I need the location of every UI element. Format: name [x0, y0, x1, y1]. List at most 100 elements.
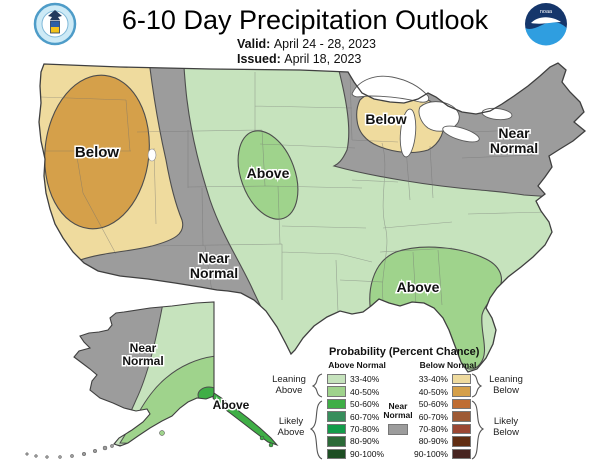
issued-value: April 18, 2023 — [284, 51, 362, 66]
swatch-above-90-100 — [327, 448, 346, 460]
lake-michigan — [399, 108, 417, 158]
label-near-normal-ne-1: Near — [498, 125, 530, 141]
legend-leaning-above: Leaning Above — [266, 374, 312, 396]
issued-line: Issued: April 18, 2023 — [237, 52, 376, 67]
legend-below-row: 90-100% — [407, 448, 471, 460]
legend-above-row: 33-40% — [327, 373, 384, 385]
likely-above-line2: Above — [277, 426, 305, 438]
valid-issued-block: Valid: April 24 - 28, 2023 Issued: April… — [237, 37, 376, 66]
brace-leaning-below — [471, 373, 483, 398]
range-label: 90-100% — [350, 448, 385, 459]
leaning-above-line2: Above — [275, 384, 303, 396]
swatch-above-80-90 — [327, 436, 346, 447]
swatch-below-40-50 — [452, 386, 471, 397]
legend-above-row: 60-70% — [327, 410, 384, 422]
noaa-logo-text: noaa — [540, 9, 553, 15]
legend-above-row: 70-80% — [327, 423, 384, 435]
lake-erie — [442, 125, 480, 143]
swatch-below-50-60 — [452, 398, 471, 410]
leaning-below-line1: Leaning — [489, 374, 523, 385]
state-borders — [40, 72, 549, 313]
swatch-below-90-100 — [452, 448, 471, 460]
noaa-logo: noaa — [525, 3, 567, 46]
legend-near-normal: Near Normal — [379, 402, 417, 435]
swatch-above-70-80 — [327, 423, 346, 435]
label-below-west: Below — [75, 144, 120, 161]
brace-leaning-above — [311, 373, 323, 398]
legend-above-row: 80-90% — [327, 435, 384, 447]
nws-logo — [33, 2, 77, 46]
range-label: 50-60% — [418, 399, 448, 410]
legend-below-row: 40-50% — [407, 385, 471, 397]
kodiak-island — [159, 430, 165, 436]
label-above-southeast: Above — [397, 279, 440, 295]
aleutian-islands — [25, 444, 114, 459]
swatch-below-33-40 — [452, 373, 471, 385]
legend-below-header: Below Normal — [419, 360, 477, 370]
legend-likely-below: Likely Below — [483, 416, 529, 438]
swatch-above-50-60 — [327, 398, 346, 410]
swatch-above-60-70 — [327, 411, 346, 422]
label-near-normal-sw-2: Normal — [190, 265, 238, 281]
legend-below-row: 60-70% — [407, 410, 471, 422]
legend-below-row: 33-40% — [407, 373, 471, 385]
legend-below-row: 80-90% — [407, 435, 471, 447]
range-label: 60-70% — [350, 411, 380, 422]
leaning-below-line2: Below — [493, 384, 519, 396]
range-label: 40-50% — [350, 386, 380, 397]
range-label: 90-100% — [413, 448, 448, 459]
great-lakes — [351, 75, 513, 158]
swatch-below-60-70 — [452, 411, 471, 422]
legend-above-row: 40-50% — [327, 385, 384, 397]
valid-value: April 24 - 28, 2023 — [273, 37, 376, 51]
legend-braces — [309, 373, 485, 460]
range-label: 70-80% — [350, 423, 380, 434]
brace-likely-below — [471, 400, 485, 460]
near-normal-line2: Normal — [383, 410, 413, 420]
swatch-near-normal — [388, 424, 408, 435]
range-label: 33-40% — [418, 374, 448, 385]
page-title: 6-10 Day Precipitation Outlook — [121, 5, 489, 35]
swatch-above-33-40 — [327, 373, 346, 385]
likely-below-line1: Likely — [493, 416, 519, 427]
range-label: 33-40% — [350, 374, 380, 385]
range-label: 50-60% — [350, 399, 380, 410]
great-salt-lake — [147, 148, 157, 162]
region-above-40-50-central — [237, 130, 299, 220]
swatch-below-70-80 — [452, 423, 471, 435]
legend-above-row: 50-60% — [327, 398, 384, 410]
legend-below-row: 50-60% — [407, 398, 471, 410]
range-label: 40-50% — [418, 386, 448, 397]
seagull-icon — [531, 17, 561, 24]
legend-above-row: 90-100% — [327, 448, 384, 460]
label-near-normal-ne-2: Normal — [490, 140, 538, 156]
leaning-above-line1: Leaning — [272, 374, 306, 385]
brace-likely-above — [309, 400, 323, 460]
near-normal-line1: Near — [388, 401, 408, 411]
likely-below-line2: Below — [493, 426, 519, 438]
legend-above-header: Above Normal — [328, 360, 386, 370]
valid-line: Valid: April 24 - 28, 2023 — [237, 37, 376, 52]
likely-above-line1: Likely — [278, 416, 304, 427]
range-label: 60-70% — [418, 411, 448, 422]
range-label: 70-80% — [418, 423, 448, 434]
label-near-normal-ak-1: Near — [130, 341, 157, 355]
label-above-alaska: Above — [213, 398, 250, 412]
panhandle-islands — [259, 435, 274, 448]
swatch-above-40-50 — [327, 386, 346, 397]
valid-label: Valid: — [237, 37, 271, 51]
range-label: 80-90% — [418, 436, 448, 447]
legend-above-column: 33-40% 40-50% 50-60% 60-70% 70-80% 80-90… — [327, 373, 384, 460]
label-near-normal-ak-2: Normal — [122, 354, 163, 368]
label-above-central: Above — [247, 165, 290, 181]
legend-below-column: 33-40% 40-50% 50-60% 60-70% 70-80% 80-90… — [407, 373, 471, 460]
label-below-lakes: Below — [365, 111, 406, 127]
legend-leaning-below: Leaning Below — [483, 374, 529, 396]
legend-likely-above: Likely Above — [268, 416, 314, 438]
legend-below-row: 70-80% — [407, 423, 471, 435]
eagle-icon — [48, 10, 62, 20]
legend-title: Probability (Percent Chance) — [329, 346, 480, 358]
swatch-below-80-90 — [452, 436, 471, 447]
